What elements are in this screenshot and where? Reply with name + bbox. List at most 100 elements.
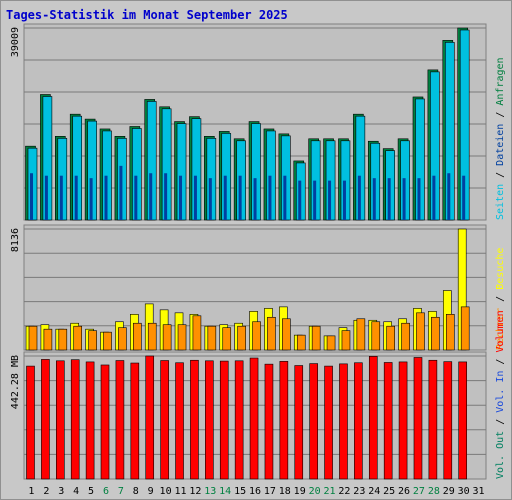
x-tick-label: 2 — [43, 486, 49, 497]
legend-entry: Vol. In — [495, 371, 506, 413]
volume-bar — [309, 363, 318, 480]
x-tick-label: 25 — [383, 486, 395, 497]
x-tick-label: 21 — [323, 486, 335, 497]
x-tick-label: 30 — [458, 486, 470, 497]
pages-bar — [223, 175, 227, 220]
x-tick-label: 3 — [58, 486, 64, 497]
x-tick-label: 20 — [309, 486, 321, 497]
plot-area: 39009 8136 442.28 MB — [10, 23, 487, 480]
sites-bar — [88, 330, 97, 351]
legend-entry: Dateien — [495, 124, 506, 166]
volume-bar — [324, 365, 333, 480]
sites-bar — [147, 322, 157, 351]
x-tick-label: 29 — [443, 486, 455, 497]
volume-bar — [354, 362, 363, 480]
y-axis-max-label: 39009 — [10, 27, 21, 57]
x-tick-label: 9 — [148, 486, 154, 497]
volume-bar — [100, 364, 110, 480]
sites-bar — [356, 318, 366, 351]
pages-bar — [328, 180, 332, 220]
pages-bar — [462, 175, 466, 220]
legend-entry: Volumen — [495, 310, 506, 352]
volume-bar — [56, 360, 65, 480]
volume-bar — [190, 359, 199, 480]
visits-bars — [25, 228, 470, 351]
x-tick-label: 18 — [279, 486, 291, 497]
sites-bar — [177, 324, 187, 351]
sites-bar — [133, 322, 142, 351]
sites-bar — [207, 325, 217, 351]
x-tick-label: 13 — [204, 486, 216, 497]
volume-bar — [368, 356, 378, 480]
volume-bar — [130, 362, 140, 480]
pages-bar — [164, 173, 168, 220]
legend-middle: Rechner / Besuche — [495, 248, 506, 350]
volume-bar — [145, 355, 155, 480]
x-tick-label: 10 — [160, 486, 172, 497]
pages-bar — [179, 175, 183, 220]
x-tick-label: 23 — [353, 486, 365, 497]
sites-bar — [162, 324, 172, 351]
sites-bar — [445, 314, 455, 351]
sites-bar — [252, 321, 261, 351]
x-tick-label: 5 — [88, 486, 94, 497]
volume-bar — [294, 365, 304, 480]
volume-bar — [26, 365, 35, 480]
x-tick-label: 28 — [428, 486, 440, 497]
volume-bar — [428, 359, 438, 480]
sites-bar — [237, 325, 246, 351]
volume-bar — [339, 363, 348, 480]
pages-bar — [372, 178, 376, 220]
y-axis-max-label: 8136 — [10, 228, 21, 252]
volume-bar — [398, 361, 408, 480]
x-tick-label: 4 — [73, 486, 79, 497]
y-axis-max-label: 442.28 MB — [10, 355, 21, 409]
x-tick-label: 16 — [249, 486, 261, 497]
pages-bar — [417, 178, 421, 220]
volume-bar — [115, 360, 125, 480]
pages-bar — [342, 180, 346, 220]
x-tick-label: 17 — [264, 486, 276, 497]
x-tick-label: 15 — [234, 486, 246, 497]
legend-separator: / — [495, 353, 506, 371]
x-tick-label: 8 — [133, 486, 139, 497]
pages-bar — [104, 175, 108, 220]
legend-area: Seiten / Dateien / Anfragen Rechner / Bes… — [495, 57, 506, 479]
legend-entry: Vol. Out — [495, 431, 506, 479]
volume-bar — [264, 363, 274, 480]
volume-bar — [175, 362, 184, 480]
volume-bar — [249, 357, 259, 480]
sites-bar — [296, 334, 306, 351]
sites-bar — [341, 330, 351, 351]
sites-bar — [192, 315, 202, 351]
pages-bar — [387, 178, 391, 220]
pages-bar — [432, 175, 436, 220]
sites-bar — [73, 325, 83, 351]
x-tick-label: 27 — [413, 486, 425, 497]
sites-bar — [43, 328, 53, 351]
volume-bar — [160, 360, 169, 480]
sites-bar — [401, 322, 410, 351]
sites-bar — [103, 331, 112, 351]
pages-bar — [298, 180, 302, 220]
legend-separator: / — [495, 166, 506, 184]
volume-bars — [26, 355, 467, 480]
pages-bar — [193, 175, 197, 220]
pages-bar — [59, 175, 63, 220]
sites-bar — [326, 335, 336, 351]
sites-bar — [282, 318, 291, 351]
sites-bar — [267, 316, 276, 351]
pages-bar — [402, 178, 406, 220]
pages-bar — [238, 175, 242, 220]
pages-bar — [30, 173, 33, 220]
requests-bars — [25, 27, 470, 221]
legend-separator: / — [495, 106, 506, 124]
legend-entry: Rechner — [495, 308, 506, 350]
sites-bar — [416, 312, 425, 351]
chart-title: Tages-Statistik im Monat September 2025 — [6, 8, 288, 22]
sites-bar — [386, 325, 395, 351]
x-tick-label: 24 — [368, 486, 380, 497]
legend-separator: / — [495, 290, 506, 308]
sites-bar — [58, 328, 68, 351]
